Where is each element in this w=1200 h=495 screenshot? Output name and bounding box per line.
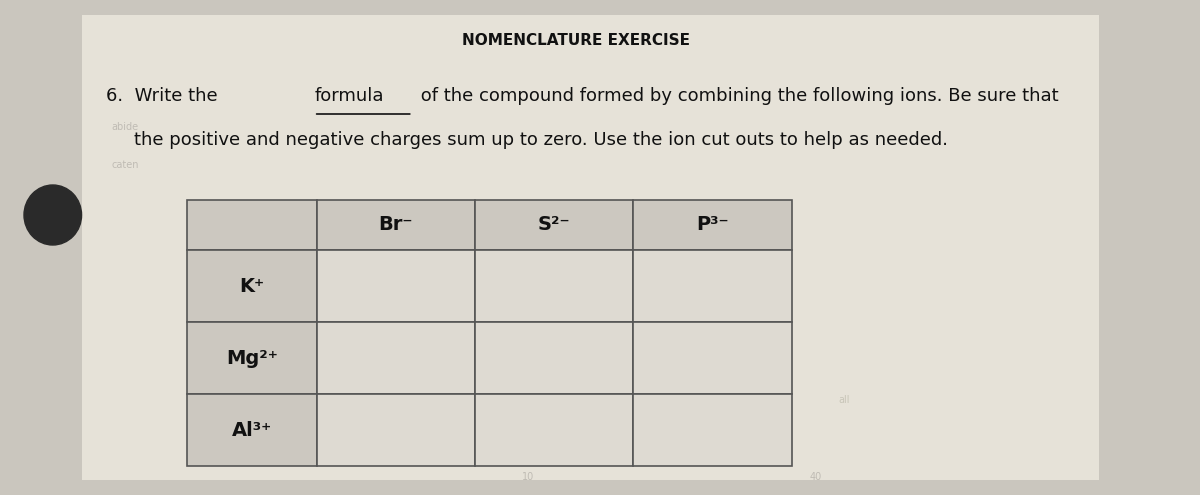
Bar	[187, 394, 317, 466]
Bar	[317, 250, 475, 322]
Bar	[634, 200, 792, 250]
Bar	[317, 200, 475, 250]
Text: to alumof: to alumof	[314, 229, 358, 238]
Text: the positive and negative charges sum up to zero. Use the ion cut outs to help a: the positive and negative charges sum up…	[134, 131, 948, 149]
Text: to alumof this: to alumof this	[670, 229, 732, 238]
Bar	[475, 322, 634, 394]
Text: NOMENCLATURE EXERCISE: NOMENCLATURE EXERCISE	[462, 33, 690, 48]
Text: Formulaofths: Formulaofths	[488, 300, 547, 309]
Text: Formula HC: Formula HC	[674, 323, 727, 332]
Bar	[187, 250, 317, 322]
Text: to alumot b: to alumot b	[492, 229, 545, 238]
Bar	[475, 394, 634, 466]
Bar	[187, 322, 317, 394]
Text: caten: caten	[112, 160, 138, 170]
Text: 368: 368	[326, 395, 346, 405]
Bar	[475, 200, 634, 250]
Text: 6.  Write the: 6. Write the	[106, 87, 223, 105]
Bar	[317, 322, 475, 394]
Text: Mg²⁺: Mg²⁺	[226, 348, 278, 367]
Text: Br⁻: Br⁻	[379, 215, 413, 235]
Text: Compound: Compound	[493, 323, 542, 332]
Text: 4: 4	[697, 395, 703, 405]
Text: all: all	[839, 395, 851, 405]
Bar	[82, 15, 1099, 480]
Text: Formulaofths: Formulaofths	[306, 300, 366, 309]
Text: 1: 1	[515, 395, 521, 405]
Text: K⁺: K⁺	[239, 277, 264, 296]
Text: abide: abide	[112, 122, 138, 132]
Text: 40: 40	[810, 472, 822, 482]
Circle shape	[24, 185, 82, 245]
Bar	[187, 200, 317, 250]
Text: Al³⁺: Al³⁺	[232, 420, 272, 440]
Bar	[475, 250, 634, 322]
Bar	[634, 250, 792, 322]
Text: S²⁻: S²⁻	[538, 215, 570, 235]
Bar	[634, 322, 792, 394]
Text: P³⁻: P³⁻	[696, 215, 728, 235]
Text: of the compound formed by combining the following ions. Be sure that: of the compound formed by combining the …	[414, 87, 1058, 105]
Text: 10: 10	[522, 472, 534, 482]
Bar	[317, 394, 475, 466]
Bar	[634, 394, 792, 466]
Text: formula: formula	[314, 87, 384, 105]
